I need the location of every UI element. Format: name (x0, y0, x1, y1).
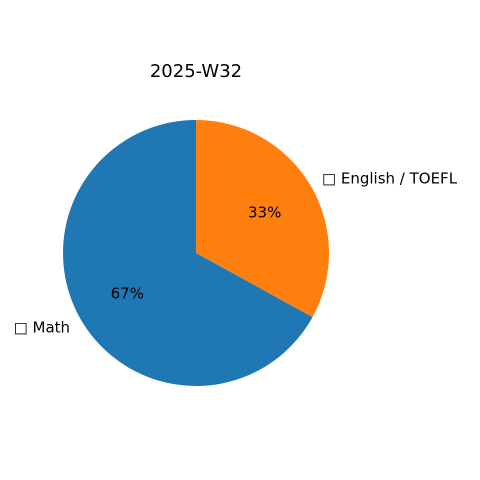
chart-title: 2025-W32 (150, 61, 242, 82)
slices-layer (62, 119, 329, 387)
slice-percent-label-1: 33% (248, 203, 281, 221)
pie-slice-0 (62, 119, 313, 387)
labels-layer: 67% □ Math 33% □ English / TOEFL (14, 170, 458, 337)
pie-slice-1 (196, 119, 329, 318)
slice-category-label-0: □ Math (14, 318, 70, 336)
slice-percent-label-0: 67% (111, 285, 144, 303)
slice-category-label-1: □ English / TOEFL (322, 170, 458, 188)
